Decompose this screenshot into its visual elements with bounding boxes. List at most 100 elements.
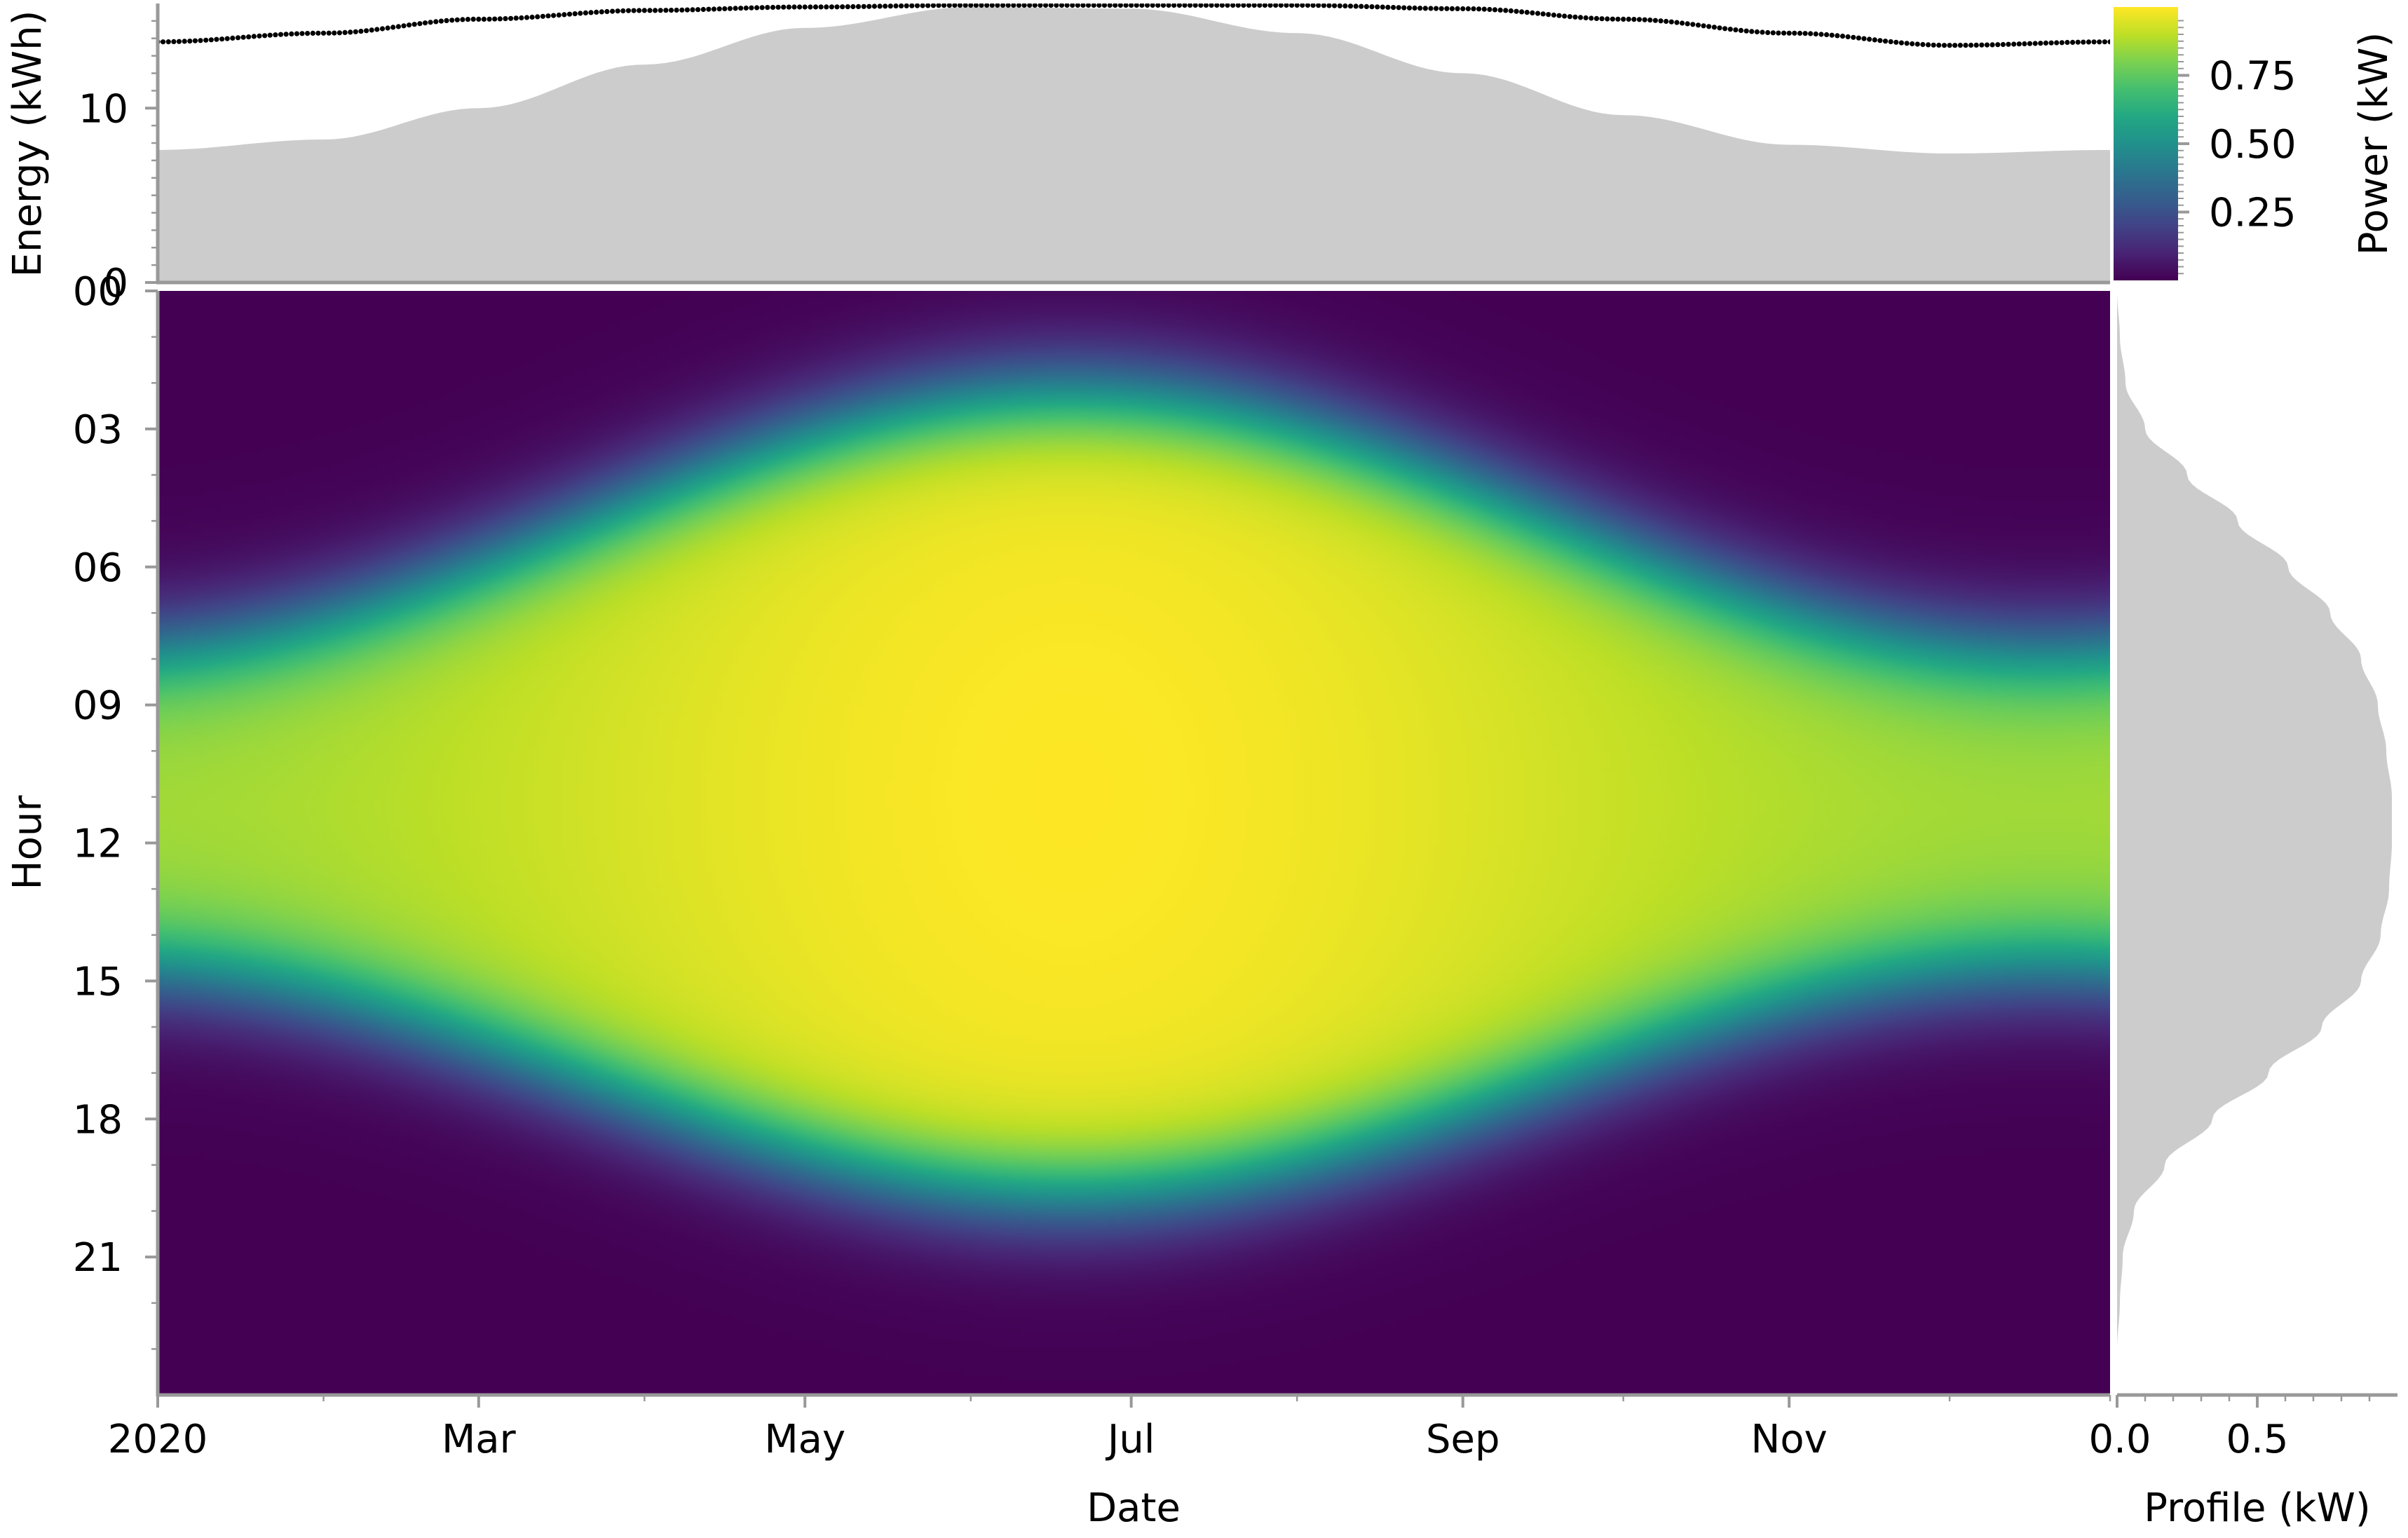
daily-energy-point [1738,27,1744,34]
daily-energy-point [1861,36,1867,41]
daily-energy-point [1375,4,1380,10]
daily-energy-point [1160,4,1166,8]
daily-energy-point [1973,42,1979,48]
daily-energy-point [305,31,311,36]
daily-energy-point [840,4,845,10]
daily-energy-point [1214,4,1220,8]
daily-energy-point [2086,39,2092,45]
daily-energy-point [182,39,187,44]
daily-energy-point [1080,4,1086,8]
daily-energy-point [1086,4,1091,8]
daily-energy-point [1417,6,1423,11]
daily-energy-point [754,5,760,11]
daily-energy-point [1984,42,1990,48]
daily-energy-point [524,15,530,20]
daily-energy-point [1968,42,1974,48]
daily-energy-point [802,4,808,10]
daily-energy-point [936,4,941,8]
daily-energy-point [1225,4,1230,8]
daily-energy-point [230,35,236,41]
daily-energy-point [320,30,327,36]
daily-energy-point [513,15,519,21]
daily-energy-point [1267,4,1273,8]
hour-y-tick-label: 15 [73,959,123,1005]
daily-energy-point [315,30,321,36]
daily-energy-point [492,16,498,22]
daily-energy-point [1278,4,1284,8]
daily-energy-point [716,6,722,12]
daily-energy-point [214,36,219,42]
daily-energy-point [1754,29,1760,35]
daily-energy-point [551,13,557,18]
daily-energy-point [235,35,241,41]
daily-energy-point [1038,4,1043,8]
daily-energy-point [887,4,893,9]
daily-energy-point [1626,16,1631,22]
daily-energy-point [1605,16,1610,22]
daily-energy-point [487,16,492,22]
daily-energy-point [1487,6,1492,13]
daily-energy-point [1701,23,1706,29]
hour-y-tick-label: 09 [73,683,123,729]
hour-y-tick-label: 12 [73,822,123,867]
daily-energy-point [572,11,578,17]
daily-energy-point [1743,28,1749,34]
daily-energy-point [1188,4,1193,8]
daily-energy-point [1680,20,1685,26]
profile-x-tick-label: 0.0 [2088,1417,2151,1462]
daily-energy-point [240,34,246,40]
daily-energy-point [1647,18,1653,23]
daily-energy-point [1941,43,1947,48]
daily-energy-point [438,18,444,24]
daily-energy-point [647,8,653,13]
daily-energy-point [1706,24,1712,29]
daily-energy-point [1246,4,1252,8]
daily-energy-point [1219,4,1225,8]
daily-energy-point [1839,34,1846,39]
daily-energy-point [342,29,348,36]
energy-area [158,7,2110,283]
daily-energy-point [1000,4,1006,8]
daily-energy-point [845,4,850,10]
daily-energy-point [1434,6,1439,11]
daily-energy-point [1524,10,1530,15]
daily-energy-point [727,6,733,11]
daily-energy-point [770,4,776,11]
daily-energy-point [1171,4,1177,8]
y-axis-label-energy: Energy (kWh) [5,11,50,278]
daily-energy-point [2097,39,2102,45]
daily-energy-point [711,6,717,12]
daily-energy-point [224,36,230,41]
daily-energy-point [1674,20,1680,25]
daily-energy-point [385,25,390,31]
daily-energy-point [535,14,540,20]
daily-energy-point [1802,31,1808,36]
daily-energy-point [1176,4,1182,8]
date-x-tick-label: Nov [1751,1417,1828,1462]
daily-energy-point [203,37,209,43]
daily-energy-point [909,4,915,8]
daily-energy-point [722,6,728,12]
daily-energy-point [620,8,626,14]
daily-energy-point [1203,4,1209,8]
daily-energy-point [219,36,225,42]
daily-energy-point [855,4,862,9]
daily-energy-point [422,20,428,26]
colorbar-label: Power (kW) [2351,32,2397,256]
daily-energy-point [187,39,193,44]
daily-energy-point [834,4,840,10]
daily-energy-point [1877,38,1883,43]
daily-energy-point [583,10,589,15]
daily-energy-point [1727,27,1733,32]
daily-energy-point [460,17,465,22]
daily-energy-point [1786,30,1792,36]
daily-energy-point [1251,4,1257,8]
daily-energy-point [1262,4,1267,8]
daily-energy-point [390,25,396,30]
daily-energy-point [1631,17,1637,22]
heatmap-panel [158,291,2110,1395]
daily-energy-point [786,4,791,10]
daily-energy-point [2075,39,2081,45]
daily-energy-point [1503,8,1509,13]
